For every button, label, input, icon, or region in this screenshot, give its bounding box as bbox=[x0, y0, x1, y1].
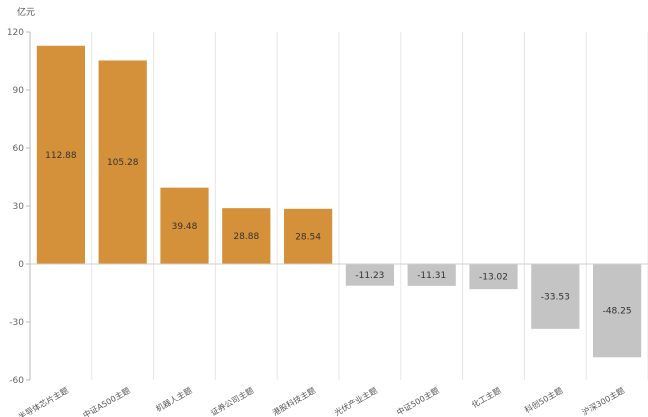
y-tick-label: 30 bbox=[13, 202, 25, 212]
bar-value-label: 28.54 bbox=[295, 232, 321, 242]
x-tick-label: 光伏产业主题 bbox=[332, 385, 379, 417]
x-tick-label: 半导体芯片主题 bbox=[16, 385, 69, 417]
axes: 120 90 60 30 0 -30 -60 bbox=[7, 28, 648, 386]
x-tick-label: 科创50主题 bbox=[523, 385, 565, 415]
bar-value-label: 39.48 bbox=[172, 222, 198, 232]
gridlines bbox=[29, 32, 648, 380]
x-tick-label: 沪深300主题 bbox=[580, 385, 626, 417]
y-tick-label: 0 bbox=[18, 260, 24, 270]
bar bbox=[160, 187, 209, 264]
bar-value-label: -48.25 bbox=[603, 307, 632, 317]
y-tick-label: 90 bbox=[13, 86, 25, 96]
bar bbox=[345, 264, 395, 286]
y-tick-label: 120 bbox=[7, 28, 24, 38]
x-tick-label: 中证A500主题 bbox=[81, 385, 132, 417]
bar bbox=[98, 60, 147, 265]
bar-value-label: 112.88 bbox=[45, 151, 77, 161]
y-axis-unit: 亿元 bbox=[17, 6, 35, 18]
bar-value-label: 28.88 bbox=[233, 232, 259, 242]
bar-value-label: -11.23 bbox=[355, 271, 384, 281]
y-tick-label: -60 bbox=[9, 376, 24, 386]
y-tick-label: 60 bbox=[13, 144, 25, 154]
bar-value-label: 105.28 bbox=[107, 158, 139, 168]
x-tick-label: 化工主题 bbox=[470, 385, 503, 410]
bar bbox=[469, 264, 518, 290]
bar bbox=[407, 264, 456, 286]
x-tick-label: 机器人主题 bbox=[154, 385, 194, 414]
y-tick-label: -30 bbox=[9, 318, 24, 328]
bar bbox=[36, 45, 86, 264]
bar bbox=[283, 208, 333, 264]
x-tick-label: 中证500主题 bbox=[395, 385, 441, 417]
bar-value-label: -11.31 bbox=[417, 271, 446, 281]
bar-value-label: -33.53 bbox=[541, 292, 570, 302]
bar bbox=[222, 208, 271, 264]
x-tick-label: 证券公司主题 bbox=[209, 385, 256, 417]
bar bbox=[592, 264, 642, 358]
bar-value-label: -13.02 bbox=[479, 273, 508, 283]
bar bbox=[531, 264, 580, 329]
bars bbox=[36, 45, 642, 358]
x-tick-label: 港股科技主题 bbox=[271, 385, 318, 417]
